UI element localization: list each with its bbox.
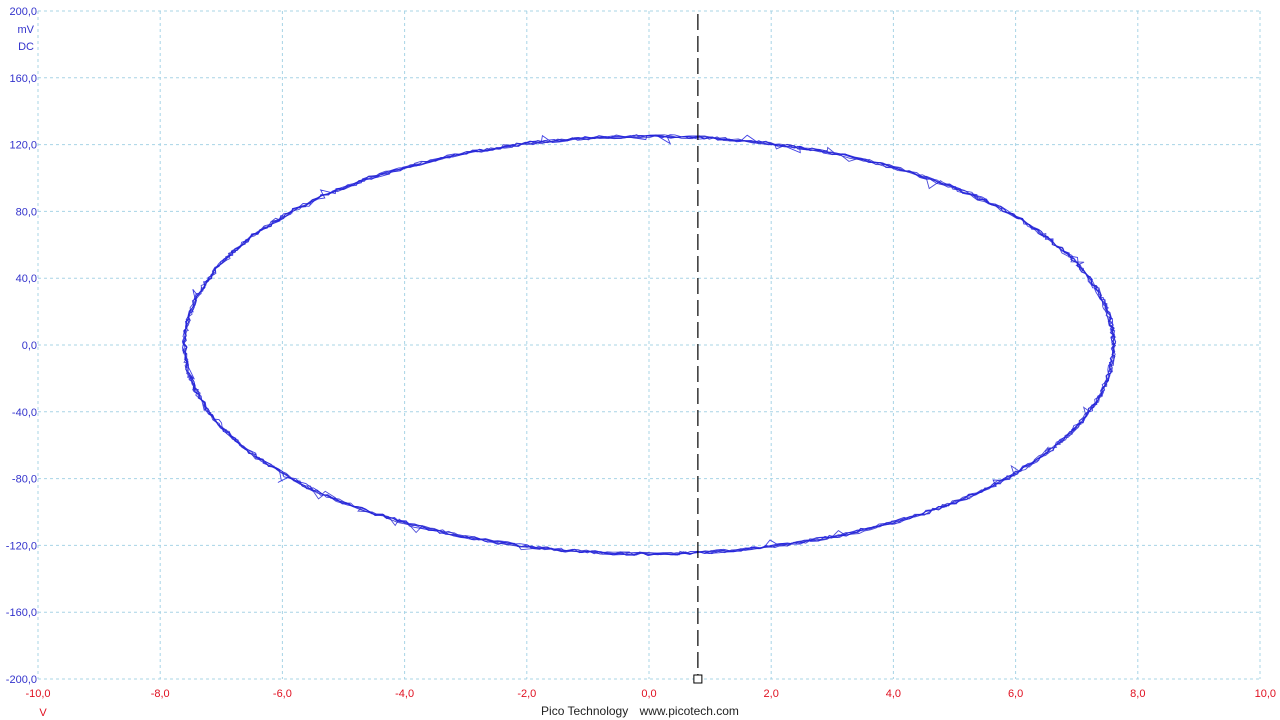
x-tick-label: -8,0 [151, 688, 170, 700]
x-tick-label: 6,0 [1008, 688, 1023, 700]
ruler-cursor[interactable] [693, 14, 703, 684]
y-axis-unit-label: mV [18, 24, 35, 36]
y-tick-label: 40,0 [16, 273, 37, 285]
xy-traces [181, 134, 1117, 557]
grid-lines [37, 10, 1261, 680]
website-link[interactable]: www.picotech.com [639, 704, 739, 718]
x-tick-label: 10,0 [1255, 688, 1276, 700]
y-tick-label: 160,0 [9, 73, 37, 85]
y-tick-label: 200,0 [9, 6, 37, 18]
x-tick-label: 0,0 [641, 688, 656, 700]
y-tick-label: 80,0 [16, 206, 37, 218]
x-tick-label: -2,0 [517, 688, 536, 700]
cursor-handle[interactable] [693, 674, 703, 684]
xy-trace-sweep-0-5 [183, 134, 1116, 556]
x-tick-label: 4,0 [886, 688, 901, 700]
y-tick-label: -200,0 [6, 674, 37, 686]
x-axis-unit-label: V [39, 707, 47, 719]
y-tick-label: 120,0 [9, 140, 37, 152]
x-tick-label: 2,0 [764, 688, 779, 700]
y-tick-label: -80,0 [12, 474, 37, 486]
y-axis-tick-labels: 200,0 160,0 120,0 80,0 40,0 0,0 -40,0 -80,0 -120… [6, 6, 37, 686]
y-tick-label: -40,0 [12, 407, 37, 419]
x-axis-tick-labels: -10,0 -8,0 -6,0 -4,0 -2,0 0,0 2,0 4,0 6,0 8,0 10,0 [25, 688, 1276, 700]
y-tick-label: 0,0 [22, 340, 37, 352]
x-tick-label: 8,0 [1130, 688, 1145, 700]
company-name: Pico Technology [541, 704, 629, 718]
footer: Pico Technology www.picotech.com [0, 704, 1280, 718]
y-tick-label: -120,0 [6, 540, 37, 552]
y-tick-label: -160,0 [6, 607, 37, 619]
x-tick-label: -10,0 [25, 688, 50, 700]
y-axis-coupling-label: DC [18, 41, 34, 53]
x-tick-label: -6,0 [273, 688, 292, 700]
x-tick-label: -4,0 [395, 688, 414, 700]
